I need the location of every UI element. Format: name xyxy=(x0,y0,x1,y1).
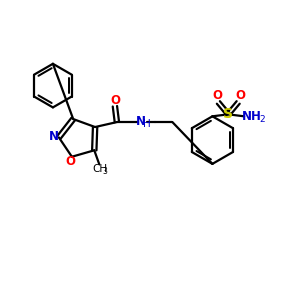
Text: 3: 3 xyxy=(103,167,108,176)
Text: NH: NH xyxy=(242,110,262,123)
Text: H: H xyxy=(143,119,151,129)
Text: O: O xyxy=(235,89,245,102)
Text: N: N xyxy=(49,130,59,143)
Text: O: O xyxy=(65,155,75,168)
Text: N: N xyxy=(136,115,146,128)
Text: O: O xyxy=(212,89,222,102)
Text: CH: CH xyxy=(93,164,108,174)
Text: S: S xyxy=(223,107,233,121)
Text: O: O xyxy=(110,94,120,107)
Text: 2: 2 xyxy=(259,115,265,124)
